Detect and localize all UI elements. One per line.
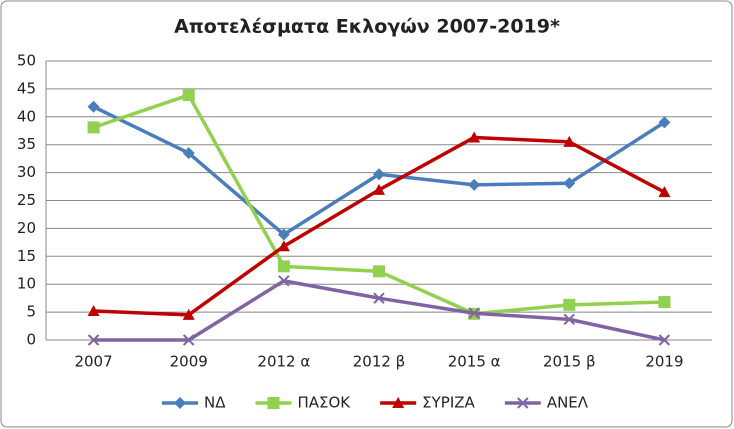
y-tick-label: 45 (17, 79, 36, 97)
marker (373, 292, 385, 304)
marker (87, 121, 100, 134)
marker (658, 186, 671, 198)
legend-label: ΝΔ (204, 394, 226, 412)
marker (468, 307, 480, 319)
x-tick-label: 2015 β (543, 353, 596, 371)
y-tick-label: 35 (17, 135, 36, 153)
legend-label: ΑΝΕΛ (547, 394, 589, 412)
legend-marker (517, 397, 529, 409)
marker (87, 304, 100, 316)
marker (658, 296, 671, 309)
y-tick-label: 40 (17, 107, 36, 125)
marker (277, 228, 290, 241)
x-tick-label: 2015 α (448, 353, 501, 371)
marker (182, 308, 195, 320)
y-tick-label: 20 (17, 219, 36, 237)
marker (373, 265, 385, 278)
marker (87, 100, 100, 113)
marker (278, 275, 290, 287)
marker (277, 260, 290, 273)
marker (563, 313, 575, 326)
marker (182, 147, 195, 160)
legend-marker (392, 397, 405, 408)
marker (373, 183, 385, 195)
marker (87, 334, 100, 346)
x-tick-label: 2009 (170, 353, 208, 371)
marker (183, 334, 195, 346)
x-tick-label: 2012 α (257, 353, 310, 371)
y-tick-label: 15 (17, 247, 36, 265)
legend-marker (174, 397, 186, 409)
marker (658, 116, 671, 129)
y-tick-label: 30 (17, 163, 36, 181)
legend-label: ΠΑΣΟΚ (297, 394, 351, 412)
marker (563, 177, 576, 190)
y-tick-label: 50 (17, 52, 36, 70)
y-tick-label: 25 (17, 191, 36, 209)
y-tick-label: 5 (26, 303, 36, 321)
x-tick-label: 2019 (645, 353, 683, 371)
legend-label: ΣΥΡΙΖΑ (422, 394, 475, 412)
marker (563, 135, 576, 147)
marker (468, 178, 481, 191)
x-tick-label: 2012 β (353, 353, 406, 371)
x-tick-label: 2007 (74, 353, 112, 371)
marker (563, 298, 576, 311)
marker (658, 334, 671, 346)
marker (468, 131, 481, 143)
y-tick-label: 0 (26, 331, 36, 349)
marker (182, 89, 195, 102)
legend-marker (267, 397, 280, 409)
chart-title: Αποτελέσματα Εκλογών 2007-2019* (174, 16, 560, 38)
marker (373, 168, 385, 181)
y-tick-label: 10 (17, 275, 36, 293)
marker (277, 240, 290, 252)
